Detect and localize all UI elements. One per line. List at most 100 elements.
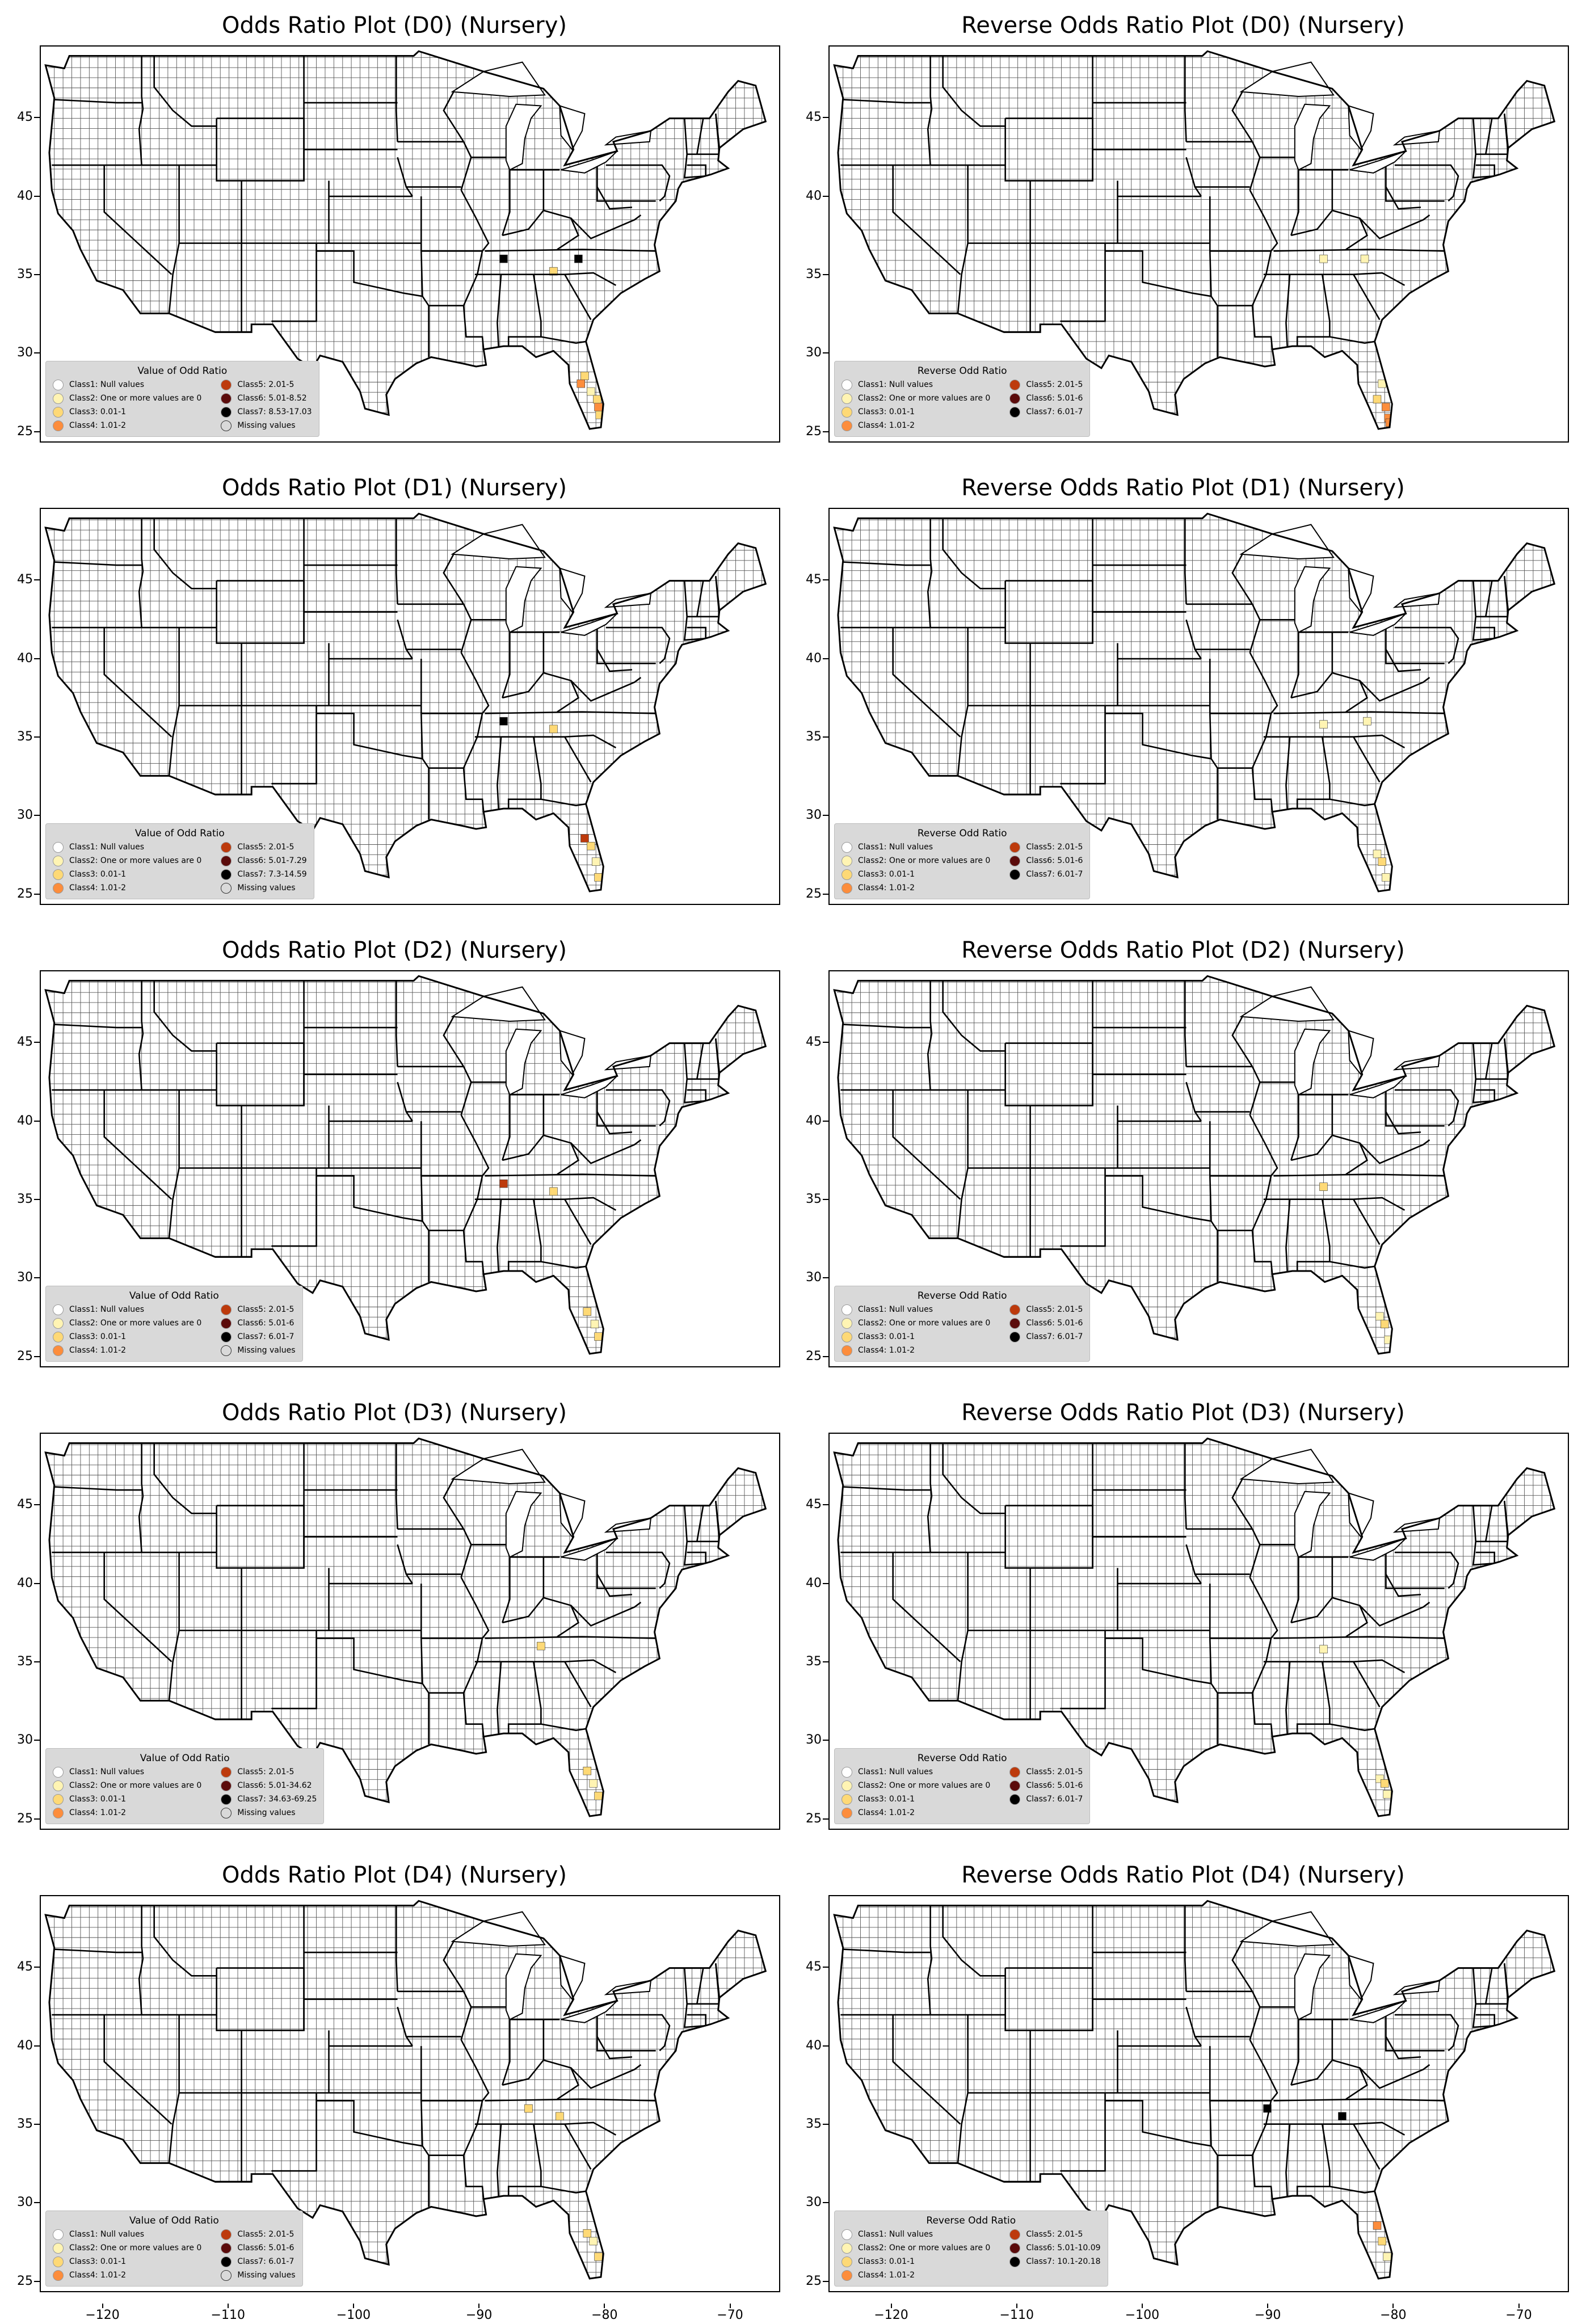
map-legend: Reverse Odd Ratio Class1: Null values Clas… [834,823,1091,899]
legend-swatch-icon [842,420,852,431]
y-tick-mark [34,2280,40,2282]
legend-label: Class6: 5.01-6 [237,1319,294,1328]
state-border [843,1024,931,1029]
legend-label: Class7: 34.63-69.25 [237,1795,317,1804]
state-border [168,2093,180,2163]
legend-label: Class4: 1.01-2 [69,1346,127,1355]
panel-title: Odds Ratio Plot (D3) (Nursery) [221,1400,567,1426]
us-outline [833,1437,1556,1817]
legend-label: Missing values [237,421,296,430]
legend-label: Class5: 2.01-5 [1026,380,1083,389]
state-border [1217,305,1273,350]
great-lake [559,1955,586,2001]
legend-label: Class5: 2.01-5 [1026,2230,1083,2239]
state-border [502,672,580,713]
legend-swatch-icon [842,882,852,894]
state-border [474,734,617,749]
y-tick-mark [823,273,828,275]
state-border [1394,1551,1459,1589]
county-class-mark [589,2237,598,2246]
state-border [596,628,656,664]
map-legend: Value of Odd Ratio Class1: Null values Cla… [45,361,319,437]
y-tick-mark [823,579,828,581]
legend-swatch-icon [221,2270,232,2281]
us-outline [833,50,1556,430]
state-border [1296,736,1331,809]
state-border [420,196,430,357]
county-class-mark [1373,2221,1382,2230]
y-tick-label: 30 [17,808,33,823]
state-border [892,2015,961,2125]
state-border [502,632,511,698]
state-border [1231,1479,1253,1530]
state-border [596,1111,633,1135]
y-tick-label: 45 [17,110,33,125]
state-border [1231,1016,1253,1067]
legend-item: Class3: 0.01-1 [842,1793,990,1805]
state-border [1385,2015,1445,2052]
legend-label: Class1: Null values [69,1305,145,1314]
x-tick-mark [1518,2304,1520,2308]
us-county-map [44,1900,767,2280]
legend-item: Class5: 2.01-5 [221,378,312,391]
legend-label: Class5: 2.01-5 [237,1767,294,1776]
us-outline [44,1437,767,1817]
state-border [1472,118,1495,179]
legend-swatch-icon [221,393,232,404]
x-tick-mark [227,2304,229,2308]
y-tick-label: 35 [17,1654,33,1669]
state-border [1285,1661,1291,1734]
state-border [696,1505,704,1542]
state-border [1273,1173,1445,1177]
state-border [1290,1134,1369,1175]
state-border [420,1584,430,1745]
y-tick-label: 25 [806,424,822,439]
state-border [696,118,704,155]
state-border [1385,186,1421,210]
state-border [942,1443,1005,1514]
state-border [1329,2186,1375,2194]
panel-title: Reverse Odds Ratio Plot (D1) (Nursery) [961,475,1405,501]
x-tick-label: −80 [1380,2308,1407,2322]
state-border [485,249,656,252]
great-lake [561,613,618,636]
x-tick-label: −120 [85,2308,120,2322]
great-lake [1349,150,1407,174]
y-tick-mark [34,431,40,432]
county-class-mark [499,254,508,263]
y-tick-label: 30 [17,1270,33,1285]
legend-item: Class6: 5.01-8.52 [221,392,312,405]
county-class-mark [1319,254,1328,263]
state-border [395,518,398,604]
y-tick-label: 30 [806,1733,822,1748]
state-border [1209,1121,1218,1282]
x-tick-label: −80 [591,2308,618,2322]
legend-item: Class7: 6.01-7 [221,1331,295,1343]
state-border [1359,677,1430,702]
legend-item: Class7: 7.3-14.59 [221,868,307,881]
county-class-mark [1383,2253,1391,2261]
legend-swatch-icon [53,406,64,418]
state-border [927,518,933,628]
state-border [497,1661,502,1734]
legend-swatch-icon [842,1345,852,1356]
y-tick-mark [823,2202,828,2204]
legend-title: Reverse Odd Ratio [917,365,1007,377]
county-class-mark [589,1779,598,1788]
y-tick-label: 45 [17,1960,33,1974]
state-border [1249,141,1261,191]
y-tick-label: 30 [806,2195,822,2210]
state-border [696,1043,704,1080]
y-tick-label: 40 [17,2038,33,2053]
x-tick-mark [1267,2304,1269,2308]
legend-item: Class7: 6.01-7 [1009,1793,1083,1805]
state-border [497,274,502,347]
map-panel: Odds Ratio Plot (D4) (Nursery) Value of … [0,1855,789,2298]
y-tick-mark [823,2045,828,2047]
legend-label: Class4: 1.01-2 [69,883,127,892]
state-border [271,705,317,785]
state-border [1296,2124,1331,2196]
legend-swatch-icon [221,1317,232,1329]
legend-swatch-icon [221,379,232,390]
legend-item: Class7: 6.01-7 [1009,868,1083,881]
